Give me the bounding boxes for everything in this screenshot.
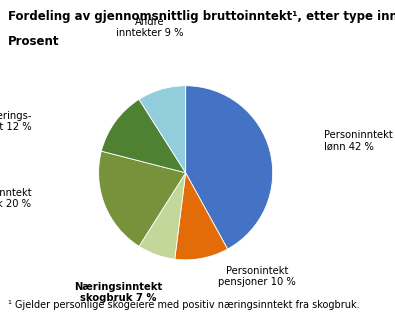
Text: Andre
inntekter 9 %: Andre inntekter 9 % <box>117 17 184 38</box>
Text: Prosent: Prosent <box>8 35 59 48</box>
Text: Næringsinntekt
skogbruk 7 %: Næringsinntekt skogbruk 7 % <box>74 282 163 303</box>
Wedge shape <box>139 86 186 173</box>
Text: Personintekt
pensjoner 10 %: Personintekt pensjoner 10 % <box>218 266 295 287</box>
Text: Næringsinntekt
jordbruk 20 %: Næringsinntekt jordbruk 20 % <box>0 188 32 209</box>
Wedge shape <box>175 173 228 260</box>
Text: Personinntekt
lønn 42 %: Personinntekt lønn 42 % <box>324 130 393 152</box>
Wedge shape <box>99 151 186 246</box>
Text: Fordeling av gjennomsnittlig bruttoinntekt¹, etter type inntekt. 2010.: Fordeling av gjennomsnittlig bruttoinnte… <box>8 10 395 23</box>
Wedge shape <box>186 86 273 249</box>
Text: ¹ Gjelder personlige skogeiere med positiv næringsinntekt fra skogbruk.: ¹ Gjelder personlige skogeiere med posit… <box>8 300 359 310</box>
Wedge shape <box>139 173 186 259</box>
Wedge shape <box>102 99 186 173</box>
Text: Annnen nærings-
inntekt 12 %: Annnen nærings- inntekt 12 % <box>0 111 32 132</box>
